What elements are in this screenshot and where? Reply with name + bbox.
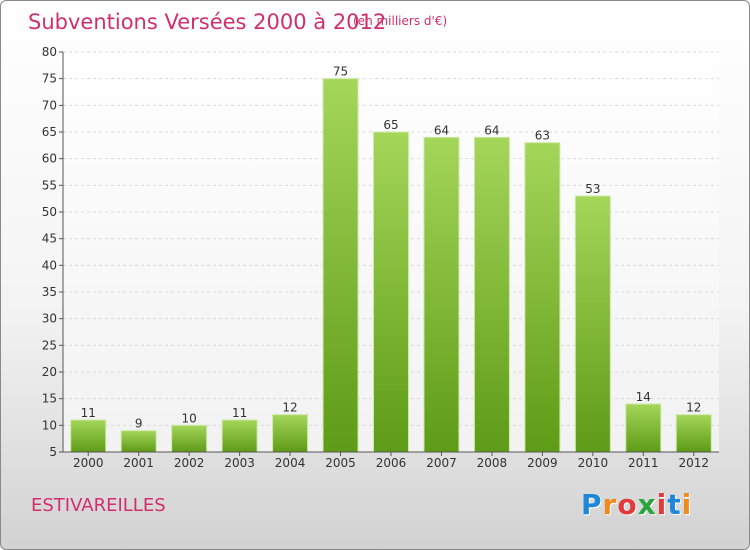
y-tick-label: 50 [42,205,57,219]
data-label-2011: 14 [636,390,651,404]
data-label-2006: 65 [383,118,398,132]
data-label-2005: 75 [333,65,348,79]
bar-2003 [221,419,258,453]
bar-2006 [373,131,409,453]
x-tick-label: 2009 [527,456,558,470]
bar-2009 [524,142,561,453]
chart-subtitle: (en milliers d'€) [353,14,448,28]
y-tick-label: 80 [42,45,57,59]
logo-letter: t [667,488,682,521]
y-tick-label: 35 [42,285,57,299]
y-tick-label: 25 [42,338,57,352]
bar-2004 [272,414,309,453]
y-tick-label: 75 [42,72,57,86]
x-tick-label: 2010 [578,456,609,470]
bar-2000 [70,419,107,453]
bar-2005 [322,78,359,453]
data-label-2012: 12 [686,401,701,415]
bar-2008 [473,136,510,453]
y-tick-label: 20 [42,365,57,379]
bars [70,78,712,453]
bar-2002 [171,424,208,453]
y-tick-label: 45 [42,232,57,246]
data-label-2003: 11 [232,406,247,420]
x-tick-label: 2004 [275,456,306,470]
x-tick-label: 2012 [678,456,709,470]
logo-letter: i [656,488,668,521]
data-labels: 11 9 10 11 12 75 65 64 64 63 53 14 12 [81,65,702,431]
logo-letter: P [581,488,603,521]
y-tick-label: 10 [42,418,57,432]
y-tick-label: 65 [42,125,57,139]
x-tick-label: 2008 [477,456,508,470]
chart-title: Subventions Versées 2000 à 2012 [28,10,387,34]
logo-letter: r [602,488,618,521]
bar-2011 [625,403,662,453]
y-tick-label: 55 [42,178,57,192]
x-tick-label: 2005 [325,456,356,470]
x-tick-label: 2003 [224,456,255,470]
data-label-2001: 9 [135,417,143,431]
y-tick-label: 30 [42,312,57,326]
proxiti-logo: Proxiti [581,488,692,521]
data-label-2000: 11 [81,406,96,420]
x-tick-label: 2011 [628,456,659,470]
bar-2007 [423,136,460,453]
bar-2010 [574,195,611,453]
data-label-2010: 53 [585,182,600,196]
data-label-2004: 12 [282,401,297,415]
bar-2012 [675,414,712,453]
data-label-2007: 64 [434,123,449,137]
x-tick-label: 2006 [376,456,407,470]
y-tick-label: 40 [42,258,57,272]
x-tick-label: 2002 [174,456,205,470]
y-tick-label: 70 [42,98,57,112]
commune-name: ESTIVAREILLES [31,495,166,516]
data-label-2008: 64 [484,123,499,137]
logo-letter: i [681,488,693,521]
y-tick-label: 15 [42,392,57,406]
data-label-2009: 63 [535,129,550,143]
x-tick-label: 2001 [123,456,154,470]
y-tick-label: 5 [49,445,57,459]
y-tick-label: 60 [42,152,57,166]
x-tick-label: 2007 [426,456,457,470]
logo-letter: o [617,488,638,521]
logo-letter: x [637,488,657,521]
y-axis: 5 10 15 20 25 30 35 40 45 50 55 60 65 70 75 80 [42,45,64,459]
data-label-2002: 10 [182,411,197,425]
x-axis: 2000 2001 2002 2003 2004 2005 2006 2007 2008 2009… [63,451,719,470]
x-tick-label: 2000 [73,456,104,470]
bar-2001 [120,430,157,453]
